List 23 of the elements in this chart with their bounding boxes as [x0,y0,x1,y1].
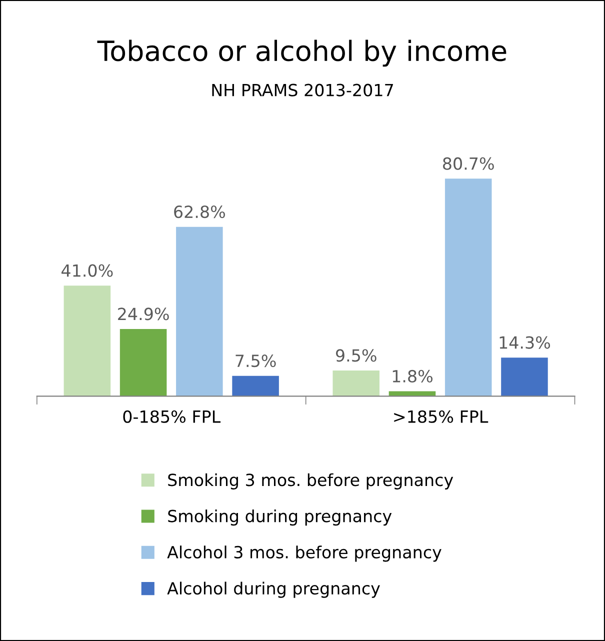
bar [64,286,111,396]
bar [120,329,167,396]
data-label: 1.8% [392,370,432,382]
data-label: 7.5% [236,354,276,368]
data-label: 9.5% [336,349,376,362]
chart-subtitle: NH PRAMS 2013-2017 [212,84,393,96]
x-tick-label: 0-185% FPL [123,410,221,423]
data-label: 24.9% [118,308,169,320]
bar [232,376,279,396]
bar [332,370,380,396]
legend-label: Alcohol 3 mos. before pregnancy [167,546,442,562]
data-label: 80.7% [443,157,494,170]
bar [501,358,548,396]
data-label: 62.8% [174,206,225,218]
legend-label: Smoking 3 mos. before pregnancy [168,473,454,490]
bar [444,178,492,396]
legend-label: Alcohol during pregnancy [167,582,380,598]
x-tick-label: >185% FPL [394,410,488,423]
data-label: 41.0% [62,264,113,277]
legend-label: Smoking during pregnancy [168,509,392,526]
bar [176,226,223,396]
chart-title: Tobacco or alcohol by income [97,40,506,67]
data-label: 14.3% [500,336,550,349]
